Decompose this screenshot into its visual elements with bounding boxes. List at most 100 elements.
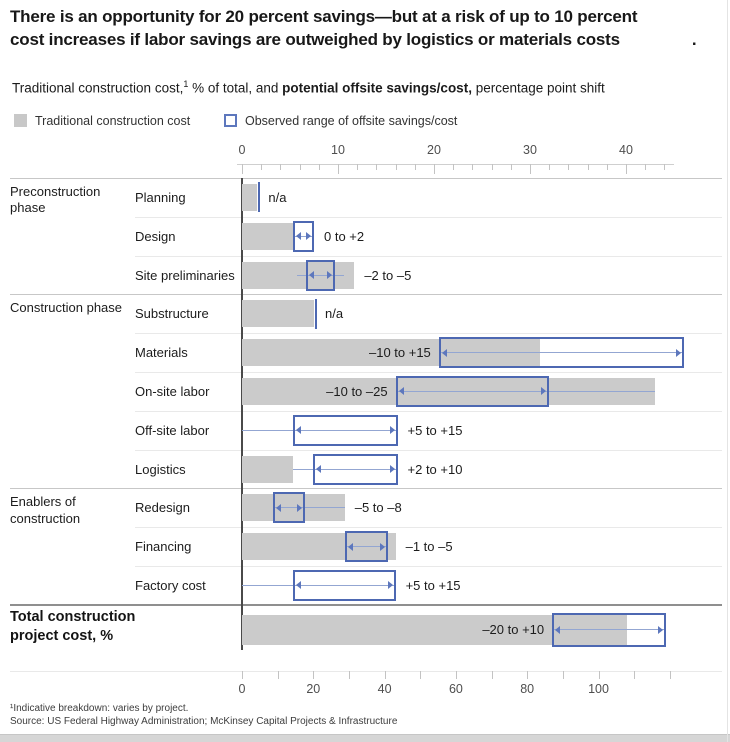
row-separator: [135, 410, 722, 412]
total-separator: [10, 604, 722, 606]
top-axis-tick: [587, 164, 589, 170]
row-label: Materials: [135, 345, 188, 361]
whisker: [395, 390, 655, 392]
row-label: Substructure: [135, 306, 209, 322]
group-label: Preconstruction phase: [10, 184, 101, 216]
traditional-cost-bar: [242, 455, 293, 483]
range-label: +5 to +15: [405, 577, 461, 593]
whisker-arrow-right: [658, 625, 664, 634]
range-label: –10 to +15: [368, 345, 431, 361]
top-axis-tick-label: 10: [331, 143, 345, 157]
whisker-arrow-right: [306, 232, 311, 241]
top-axis-tick: [414, 164, 416, 170]
whisker-arrow-left: [441, 348, 447, 357]
top-axis-tick-label: 30: [523, 143, 537, 157]
whisker-arrow-right: [327, 271, 333, 279]
bottom-axis-tick: [277, 671, 279, 679]
group-separator: [10, 294, 722, 296]
row-label: Redesign: [135, 500, 190, 516]
range-box: [292, 569, 396, 601]
legend-item-offsite-range: Observed range of offsite savings/cost: [224, 112, 458, 128]
top-axis-tick: [280, 164, 282, 170]
page-title: There is an opportunity for 20 percent s…: [10, 6, 697, 52]
top-axis-tick: [664, 164, 666, 170]
bottom-axis-tick-label: 20: [306, 682, 321, 696]
top-axis-tick: [357, 164, 359, 170]
range-box: [344, 531, 388, 563]
range-box: [292, 220, 314, 252]
footnote-marker: 1: [183, 79, 189, 89]
legend-item-traditional: Traditional construction cost: [14, 112, 191, 128]
row-separator: [135, 449, 722, 451]
range-label: –20 to +10: [482, 622, 545, 637]
footnote: ¹Indicative breakdown: varies by project…: [10, 703, 189, 714]
top-axis-tick: [395, 164, 397, 170]
range-box: [292, 414, 398, 446]
whisker: [242, 429, 398, 431]
range-label: –10 to –25: [326, 383, 388, 399]
whisker: [292, 468, 398, 470]
whisker-arrow-left: [295, 581, 301, 590]
whisker-arrow-right: [297, 503, 303, 512]
title-line-1: There is an opportunity for 20 percent s…: [10, 7, 638, 26]
bottom-axis-tick: [669, 671, 671, 679]
row-separator: [135, 216, 722, 218]
top-axis-tick-label: 20: [427, 143, 441, 157]
whisker: [552, 629, 667, 630]
top-axis-tick: [645, 164, 647, 170]
top-axis-tick: [434, 164, 435, 174]
range-box: [395, 375, 550, 407]
bottom-axis-tick-label: 100: [588, 682, 609, 696]
top-axis-tick-label: 0: [238, 143, 246, 157]
offsite-range-swatch: [224, 114, 237, 127]
legend-label: Observed range of offsite savings/cost: [245, 114, 458, 128]
range-box: [552, 612, 667, 647]
axis-baseline: [241, 178, 243, 650]
bottom-axis-tick: [242, 671, 243, 679]
whisker-arrow-right: [379, 542, 385, 551]
legend-label: Traditional construction cost: [35, 114, 191, 128]
whisker: [242, 584, 396, 586]
whisker: [344, 546, 388, 548]
scrollbar-strip: [0, 734, 730, 742]
bottom-axis-tick: [598, 671, 600, 679]
top-axis-tick: [261, 164, 263, 170]
top-axis-tick: [453, 164, 455, 170]
group-label: Construction phase: [10, 300, 123, 316]
row-separator: [135, 566, 722, 567]
whisker-arrow-right: [675, 348, 681, 357]
title-period: .: [691, 29, 697, 49]
bottom-axis-line: [10, 671, 722, 672]
row-label: Planning: [135, 189, 186, 205]
bottom-axis-tick: [527, 671, 529, 679]
bottom-axis-tick: [384, 671, 386, 679]
top-axis-tick: [338, 164, 339, 174]
bottom-axis-tick-label: 40: [377, 682, 392, 696]
row-separator: [135, 333, 722, 335]
whisker-arrow-left: [309, 271, 315, 279]
na-marker: [258, 182, 261, 213]
range-label: +5 to +15: [407, 422, 463, 438]
range-box: [306, 259, 336, 291]
traditional-cost-bar: [242, 222, 293, 250]
bottom-axis-tick: [348, 671, 350, 679]
traditional-cost-bar: [242, 300, 314, 328]
row-label: Site preliminaries: [135, 267, 235, 283]
row-label: Design: [135, 228, 176, 244]
bottom-axis-tick: [634, 671, 636, 679]
range-box: [313, 453, 398, 485]
title-line-2: cost increases if labor savings are outw…: [10, 29, 697, 49]
top-axis-tick: [549, 164, 551, 170]
source-note: Source: US Federal Highway Administratio…: [10, 716, 398, 727]
whisker: [292, 235, 314, 237]
range-label: 0 to +2: [324, 228, 365, 244]
range-box: [272, 492, 306, 524]
top-axis-tick: [626, 164, 627, 174]
whisker-arrow-left: [555, 625, 561, 634]
bottom-axis-tick: [313, 671, 315, 679]
na-marker: [315, 298, 317, 329]
row-label: Off-site labor: [135, 422, 210, 438]
top-axis-tick: [530, 164, 531, 174]
top-axis-tick: [242, 164, 243, 174]
